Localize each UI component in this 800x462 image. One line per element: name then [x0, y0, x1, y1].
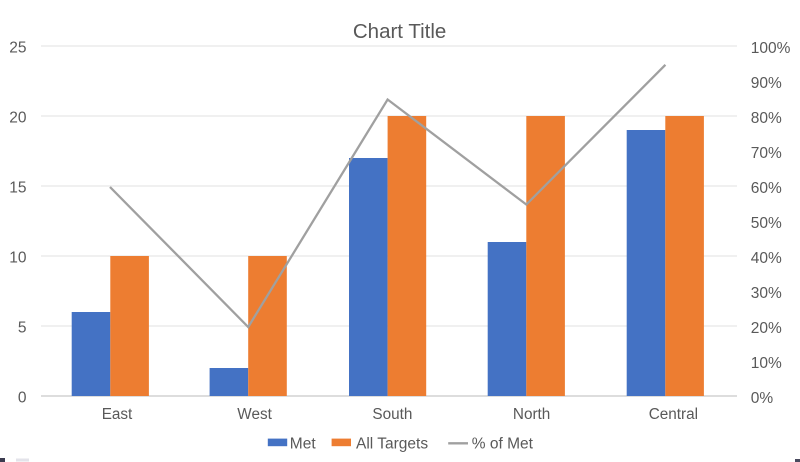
svg-text:30%: 30%: [751, 285, 782, 302]
svg-text:60%: 60%: [751, 180, 782, 197]
svg-text:50%: 50%: [751, 215, 782, 232]
svg-text:20%: 20%: [751, 320, 782, 337]
svg-text:West: West: [237, 406, 272, 423]
svg-text:70%: 70%: [751, 145, 782, 162]
svg-text:10: 10: [9, 250, 27, 267]
svg-text:80%: 80%: [751, 110, 782, 127]
svg-text:0: 0: [18, 390, 27, 407]
svg-text:East: East: [102, 406, 133, 423]
svg-text:20: 20: [9, 110, 27, 127]
svg-text:40%: 40%: [751, 250, 782, 267]
svg-text:Central: Central: [649, 406, 698, 423]
svg-text:100%: 100%: [751, 40, 791, 57]
svg-text:% of Met: % of Met: [472, 435, 534, 452]
svg-text:15: 15: [9, 180, 26, 197]
svg-text:25: 25: [9, 40, 26, 57]
svg-text:90%: 90%: [751, 75, 782, 92]
svg-text:South: South: [372, 406, 412, 423]
svg-text:All Targets: All Targets: [356, 435, 428, 452]
svg-text:Met: Met: [290, 435, 317, 452]
svg-text:5: 5: [18, 320, 27, 337]
svg-text:Chart Title: Chart Title: [353, 20, 446, 43]
svg-text:10%: 10%: [751, 355, 782, 372]
svg-text:North: North: [513, 406, 550, 423]
svg-text:0%: 0%: [751, 390, 774, 407]
